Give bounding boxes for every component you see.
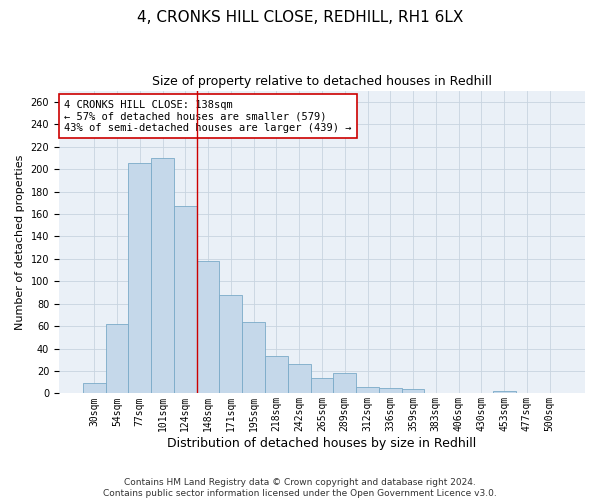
Bar	[220, 294, 242, 394]
Bar	[242, 322, 265, 394]
Bar	[379, 388, 401, 394]
Bar	[265, 356, 288, 394]
Text: 4 CRONKS HILL CLOSE: 138sqm
← 57% of detached houses are smaller (579)
43% of se: 4 CRONKS HILL CLOSE: 138sqm ← 57% of det…	[64, 100, 352, 133]
Bar	[106, 324, 128, 394]
Bar	[174, 206, 197, 394]
Y-axis label: Number of detached properties: Number of detached properties	[15, 154, 25, 330]
Bar	[334, 373, 356, 394]
Title: Size of property relative to detached houses in Redhill: Size of property relative to detached ho…	[152, 75, 492, 88]
Bar	[311, 378, 334, 394]
Bar	[83, 384, 106, 394]
Bar	[356, 386, 379, 394]
Bar	[128, 164, 151, 394]
Bar	[197, 261, 220, 394]
Bar	[401, 389, 424, 394]
Bar	[151, 158, 174, 394]
X-axis label: Distribution of detached houses by size in Redhill: Distribution of detached houses by size …	[167, 437, 476, 450]
Text: Contains HM Land Registry data © Crown copyright and database right 2024.
Contai: Contains HM Land Registry data © Crown c…	[103, 478, 497, 498]
Bar	[288, 364, 311, 394]
Bar	[493, 391, 515, 394]
Text: 4, CRONKS HILL CLOSE, REDHILL, RH1 6LX: 4, CRONKS HILL CLOSE, REDHILL, RH1 6LX	[137, 10, 463, 25]
